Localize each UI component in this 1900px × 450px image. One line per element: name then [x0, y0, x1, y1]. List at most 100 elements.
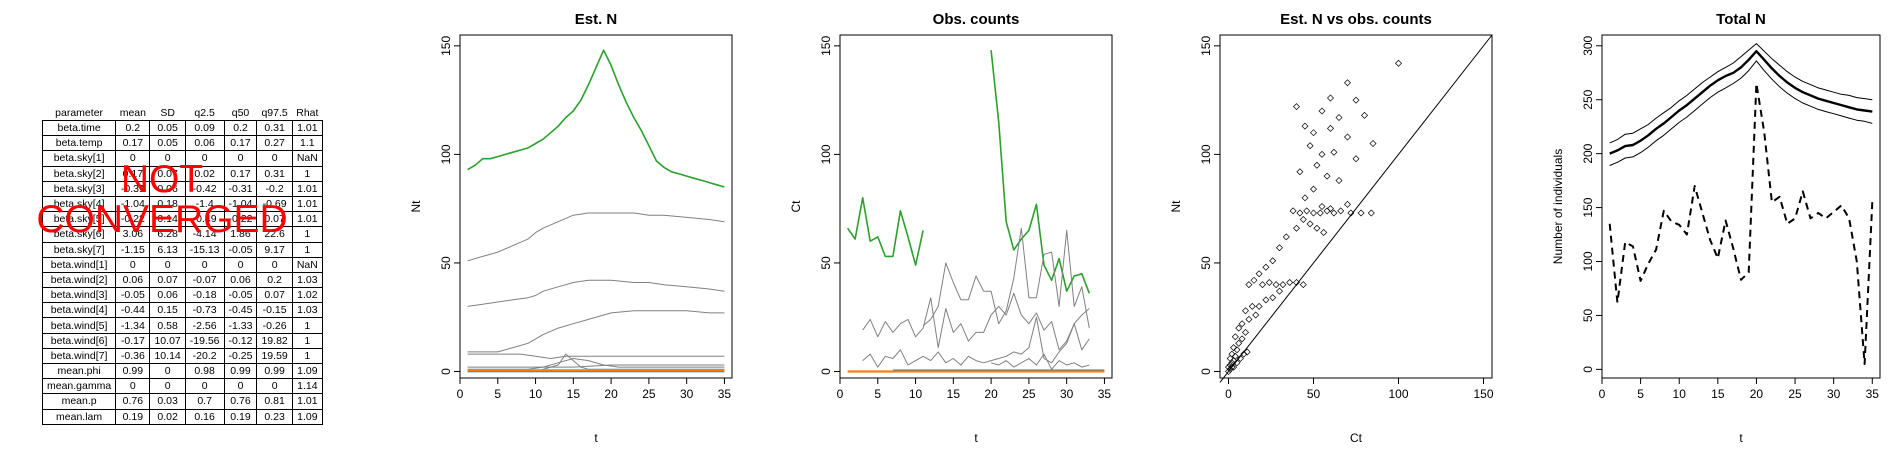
table-cell: -0.12 — [223, 332, 258, 349]
table-cell: 1.1 — [291, 135, 323, 152]
series-line — [1609, 50, 1873, 155]
y-axis-label: Number of individuals — [1551, 149, 1565, 264]
table-cell: 0 — [223, 150, 258, 167]
table-cell: 6.13 — [149, 241, 186, 258]
table-row: beta.sky[6] 3.06 6.28 -4.14 1.86 22.6 1 — [41, 226, 323, 243]
y-tick-label: 150 — [819, 36, 833, 56]
parameter-name-cell: beta.wind[6] — [41, 332, 117, 349]
table-cell: 0.19 — [223, 408, 258, 425]
x-tick-label: 15 — [947, 387, 961, 401]
table-cell: -0.69 — [256, 195, 293, 213]
table-cell: 0.7 — [184, 393, 225, 410]
table-body: beta.time 0.2 0.05 0.09 0.2 0.31 1.01 beta.temp… — [41, 119, 323, 425]
table-cell: 0.16 — [184, 408, 225, 425]
table-cell: -0.05 — [223, 287, 258, 304]
chart-total-n: Total N 0 5 10 15 20 25 30 35 0 50 100 150 200 250 300 t… — [1551, 11, 1881, 445]
scatter-point — [1313, 161, 1321, 169]
scatter-point — [1330, 148, 1338, 156]
series-line — [862, 292, 1090, 351]
table-cell: 0.76 — [115, 393, 151, 410]
table-cell: 0.58 — [149, 317, 186, 334]
table-cell: 0 — [256, 256, 293, 273]
table-cell: 0.07 — [149, 165, 186, 182]
x-tick-label: 0 — [837, 387, 844, 401]
table-cell: NaN — [291, 256, 323, 273]
parameter-table: parameter mean SD q2.5 q50 q97.5 Rhat beta.tim… — [41, 105, 323, 425]
table-row: beta.wind[2] 0.06 0.07 -0.07 0.06 0.2 1.03 — [41, 271, 323, 289]
table-cell: 0 — [115, 378, 151, 395]
table-cell: -0.15 — [256, 302, 293, 319]
parameter-name-cell: mean.lam — [41, 408, 117, 425]
scatter-point — [1367, 209, 1375, 217]
scatter-point — [1252, 311, 1260, 319]
parameter-name-cell: beta.wind[5] — [41, 317, 117, 334]
series-line — [1609, 60, 1873, 166]
table-cell: 0.17 — [115, 165, 151, 182]
table-cell: 9.17 — [256, 241, 293, 258]
table-cell: 0 — [256, 378, 293, 395]
table-cell: -4.14 — [184, 226, 225, 243]
table-cell: 0.09 — [184, 119, 225, 137]
table-cell: 0.99 — [223, 362, 258, 380]
table-cell: 0.07 — [149, 271, 186, 289]
y-tick-label: 0 — [439, 368, 453, 375]
scatter-point — [1316, 209, 1324, 217]
table-cell: -0.25 — [223, 347, 258, 365]
table-cell: -1.04 — [223, 195, 258, 213]
table-row: beta.sky[1] 0 0 0 0 0 NaN — [41, 150, 323, 167]
table-cell: -0.42 — [184, 180, 225, 197]
scatter-point — [1233, 346, 1241, 354]
table-cell: 19.59 — [256, 347, 293, 365]
x-tick-label: 30 — [1060, 387, 1074, 401]
scatter-point — [1238, 320, 1246, 328]
scatter-point — [1369, 140, 1377, 148]
x-tick-label: 10 — [909, 387, 923, 401]
scatter-point — [1327, 94, 1334, 102]
table-cell: 0.07 — [256, 287, 293, 304]
table-cell: 0 — [149, 378, 186, 395]
series-line — [467, 212, 725, 262]
x-tick-label: 35 — [718, 387, 732, 401]
chart-est-n-vs-obs: Est. N vs obs. counts 0 50 100 150 0 50 100 150 C… — [1169, 11, 1494, 445]
table-row: mean.p 0.76 0.03 0.7 0.76 0.81 1.01 — [41, 393, 323, 410]
table-cell: -0.26 — [256, 317, 293, 334]
scatter-point — [1318, 150, 1326, 158]
x-tick-label: 10 — [529, 387, 543, 401]
scatter-point — [1299, 281, 1307, 289]
parameter-name-cell: beta.sky[7] — [41, 241, 117, 258]
parameter-table-wrap: parameter mean SD q2.5 q50 q97.5 Rhat beta.tim… — [41, 105, 323, 425]
x-tick-label: 30 — [1827, 387, 1841, 401]
scatter-point — [1313, 224, 1321, 232]
table-cell: 1.01 — [291, 195, 323, 213]
table-cell: 1.03 — [291, 271, 323, 289]
x-tick-label: 10 — [1673, 387, 1687, 401]
table-cell: 1.01 — [291, 211, 323, 228]
table-cell: -1.15 — [115, 241, 151, 258]
table-cell: 3.06 — [115, 226, 151, 243]
table-cell: 0.31 — [256, 119, 293, 137]
table-cell: 0.17 — [115, 135, 151, 152]
scatter-point — [1262, 263, 1270, 271]
identity-line — [1219, 34, 1493, 383]
scatter-point — [1310, 129, 1317, 137]
table-cell: 0.19 — [115, 408, 151, 425]
parameter-name-cell: beta.sky[4] — [41, 195, 117, 213]
x-tick-label: 50 — [1307, 387, 1321, 401]
table-cell: 0.99 — [256, 362, 293, 380]
table-cell: 0.03 — [149, 393, 186, 410]
table-cell: 0.2 — [223, 119, 258, 137]
scatter-point — [1352, 96, 1360, 104]
table-cell: 0 — [223, 256, 258, 273]
x-tick-label: 5 — [874, 387, 881, 401]
table-cell: -20.2 — [184, 347, 225, 365]
plot-frame — [839, 34, 1113, 379]
parameter-name-cell: beta.wind[3] — [41, 287, 117, 304]
scatter-point — [1293, 224, 1300, 232]
scatter-point — [1335, 176, 1343, 184]
y-tick-label: 100 — [1581, 251, 1595, 271]
scatter-point — [1337, 207, 1345, 215]
scatter-point — [1250, 276, 1258, 284]
x-tick-label: 15 — [1711, 387, 1725, 401]
y-tick-label: 200 — [1581, 143, 1595, 163]
parameter-name-cell: beta.wind[7] — [41, 347, 117, 365]
